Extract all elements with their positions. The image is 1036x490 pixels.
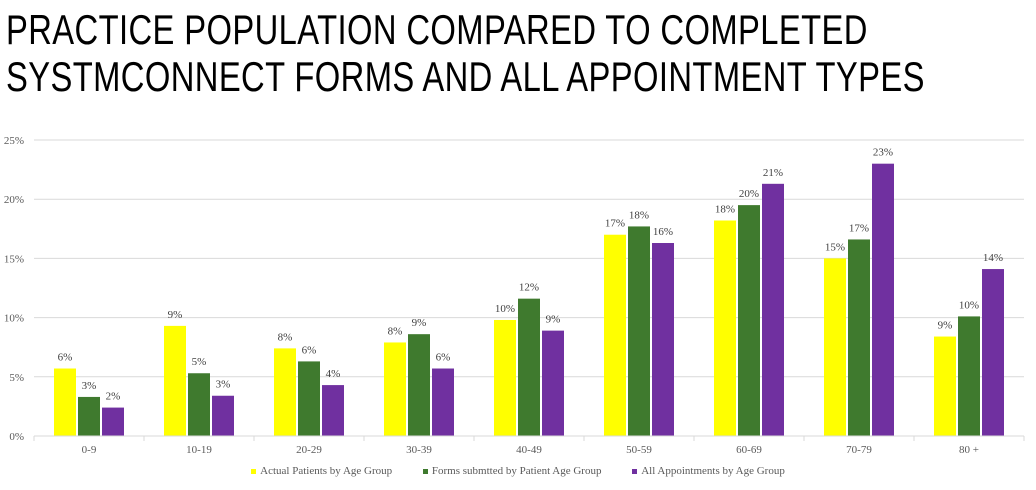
data-label: 21% <box>763 167 783 179</box>
bar <box>164 325 186 436</box>
y-tick-label: 20% <box>4 194 24 206</box>
legend-item-actual-patients: Actual Patients by Age Group <box>251 465 392 477</box>
bar <box>298 361 320 436</box>
legend-label: All Appointments by Age Group <box>641 465 785 477</box>
bar <box>54 368 76 436</box>
legend: Actual Patients by Age Group Forms submt… <box>0 465 1036 477</box>
legend-swatch <box>251 468 257 474</box>
x-tick-label: 40-49 <box>516 444 542 456</box>
data-label: 9% <box>168 309 183 321</box>
bar <box>604 234 626 436</box>
legend-item-forms-submitted: Forms submtted by Patient Age Group <box>422 465 602 477</box>
bar <box>628 226 650 436</box>
data-label: 3% <box>82 380 97 392</box>
data-label: 9% <box>412 317 427 329</box>
bar <box>322 385 344 436</box>
data-label: 17% <box>849 222 869 234</box>
data-label: 9% <box>938 320 953 332</box>
y-tick-label: 25% <box>4 135 24 147</box>
data-label: 6% <box>58 352 73 364</box>
bar <box>274 348 296 436</box>
legend-swatch <box>632 468 638 474</box>
title-line-1: PRACTICE POPULATION COMPARED TO COMPLETE… <box>6 6 868 53</box>
y-tick-label: 5% <box>9 372 24 384</box>
y-tick-label: 0% <box>9 431 24 443</box>
data-label: 15% <box>825 241 845 253</box>
bar <box>188 373 210 436</box>
bar <box>518 298 540 436</box>
x-tick-label: 60-69 <box>736 444 762 456</box>
bar <box>934 336 956 436</box>
bar <box>102 407 124 436</box>
data-label: 17% <box>605 218 625 230</box>
data-label: 8% <box>388 325 403 337</box>
bar <box>212 395 234 436</box>
bar <box>714 220 736 436</box>
data-label: 18% <box>629 209 649 221</box>
legend-swatch <box>422 468 428 474</box>
data-label: 3% <box>216 379 231 391</box>
bar <box>982 269 1004 436</box>
bar <box>78 396 100 436</box>
data-label: 5% <box>192 356 207 368</box>
x-tick-label: 70-79 <box>846 444 872 456</box>
bar-chart: 0% 5% 10% 15% 20% 25% 0-9 6% 3% 2% 10-19 9% 5% 3% 20-2… <box>4 135 1025 456</box>
bar <box>958 316 980 436</box>
legend-item-all-appointments: All Appointments by Age Group <box>632 465 785 477</box>
bar <box>738 205 760 436</box>
data-label: 14% <box>983 252 1003 264</box>
data-label: 8% <box>278 331 293 343</box>
data-label: 6% <box>302 344 317 356</box>
data-label: 20% <box>739 188 759 200</box>
y-tick-label: 15% <box>4 253 24 265</box>
x-tick-label: 80 + <box>959 444 979 456</box>
y-tick-label: 10% <box>4 313 24 325</box>
chart-title: PRACTICE POPULATION COMPARED TO COMPLETE… <box>6 6 925 100</box>
data-label: 4% <box>326 368 341 380</box>
x-tick-label: 50-59 <box>626 444 652 456</box>
data-label: 9% <box>546 314 561 326</box>
bar <box>542 330 564 436</box>
bar <box>408 334 430 436</box>
data-label: 10% <box>959 299 979 311</box>
data-label: 18% <box>715 204 735 216</box>
bar <box>848 239 870 436</box>
bar <box>432 368 454 436</box>
x-tick-label: 20-29 <box>296 444 322 456</box>
data-label: 23% <box>873 147 893 159</box>
data-label: 12% <box>519 282 539 294</box>
x-tick-label: 0-9 <box>82 444 97 456</box>
x-tick-label: 10-19 <box>186 444 212 456</box>
bar <box>762 183 784 436</box>
data-label: 16% <box>653 226 673 238</box>
bar <box>494 319 516 436</box>
legend-label: Forms submtted by Patient Age Group <box>431 465 602 477</box>
bar <box>872 163 894 436</box>
bar <box>652 243 674 436</box>
data-label: 2% <box>106 391 121 403</box>
x-tick-label: 30-39 <box>406 444 432 456</box>
data-label: 10% <box>495 303 515 315</box>
legend-label: Actual Patients by Age Group <box>260 465 393 477</box>
title-line-2: SYSTMCONNECT FORMS AND ALL APPOINTMENT T… <box>6 53 925 100</box>
bar <box>824 258 846 436</box>
data-label: 6% <box>436 352 451 364</box>
bar <box>384 342 406 436</box>
